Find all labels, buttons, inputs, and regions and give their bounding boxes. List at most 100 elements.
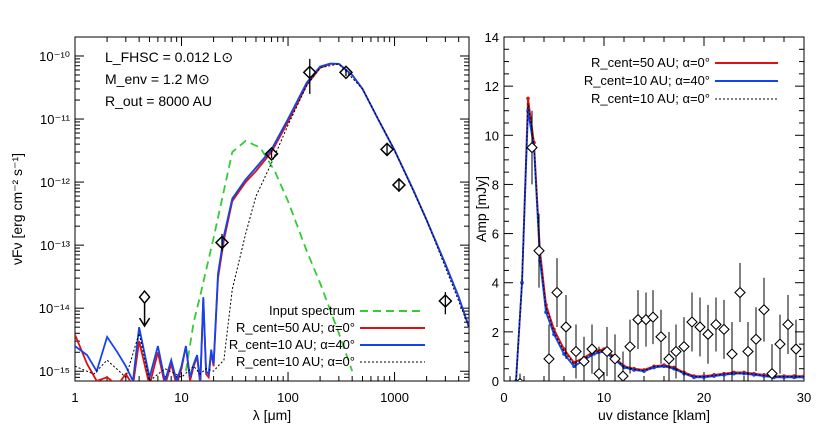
visibility-data-point (617, 370, 629, 381)
visibility-data-point (726, 348, 738, 360)
visibility-y-tick-label: 2 (492, 325, 499, 340)
sed-x-tick-labels: 1 10 100 1000 (71, 390, 409, 405)
visibility-x-tick-label: 0 (500, 390, 507, 405)
sed-legend-label-input: Input spectrum (269, 303, 355, 318)
visibility-series-marker (544, 310, 548, 315)
visibility-y-axis-label: Amp [mJy] (473, 176, 489, 242)
visibility-y-tick-label: 4 (492, 276, 499, 291)
visibility-series-marker (802, 375, 804, 380)
sed-data-point (379, 142, 395, 157)
sed-series-line-3 (75, 63, 469, 381)
visibility-data-point (543, 353, 555, 365)
visibility-y-tick-label: 10 (485, 128, 499, 143)
sed-y-tick-label: 10⁻¹³ (40, 238, 71, 253)
visibility-series-marker (782, 375, 786, 380)
visibility-data-point (593, 367, 605, 380)
visibility-data-point (670, 345, 682, 358)
visibility-data-point (551, 286, 563, 299)
visibility-data-point (710, 318, 722, 331)
sed-y-tick-label: 10⁻¹⁴ (39, 301, 70, 316)
visibility-data-points (509, 110, 802, 381)
sed-y-tick-label: 10⁻¹⁵ (39, 364, 70, 379)
sed-x-tick-label: 100 (277, 390, 299, 405)
sed-data-point (391, 177, 407, 193)
visibility-legend: R_cent=50 AU; α=0° R_cent=10 AU; α=40° R… (584, 55, 778, 106)
visibility-data-point (570, 345, 582, 358)
visibility-series (514, 96, 804, 381)
visibility-series-marker (722, 373, 726, 377)
visibility-data-point (782, 318, 794, 331)
outer-radius-annotation: R_out = 8000 AU (105, 93, 212, 109)
sed-y-tick-labels: 10⁻¹⁵ 10⁻¹⁴ 10⁻¹³ 10⁻¹² 10⁻¹¹ 10⁻¹⁰ (39, 49, 71, 379)
sed-legend-label-red: R_cent=50 AU; α=0° (236, 320, 355, 335)
visibility-data-point (647, 311, 659, 323)
visibility-series-marker (520, 280, 524, 285)
visibility-x-tick-label: 20 (697, 390, 711, 405)
visibility-series-line-2 (515, 103, 804, 381)
sed-upper-limit-arrow-head (138, 317, 151, 328)
visibility-data-point (586, 343, 598, 355)
visibility-series-marker (712, 374, 716, 378)
visibility-data-point (526, 141, 538, 154)
visibility-data-point (718, 323, 730, 336)
envelope-mass-annotation: M_env = 1.2 M⊙ (105, 71, 210, 87)
visibility-legend-label-blue: R_cent=10 AU; α=40° (584, 73, 710, 88)
visibility-data-point (663, 353, 675, 365)
sed-data-point (338, 65, 354, 80)
visibility-legend-label-dotted: R_cent=10 AU; α=0° (591, 91, 710, 106)
visibility-axis-ticks (503, 36, 805, 382)
visibility-data-point (742, 345, 754, 358)
visibility-data-point (790, 343, 802, 355)
sed-legend-label-dotted: R_cent=10 AU; α=0° (236, 354, 355, 369)
sed-panel: 1 10 100 1000 10⁻¹⁵10⁻¹⁴10⁻¹³10⁻¹²10⁻¹¹10⁻¹… (9, 36, 470, 423)
sed-legend: Input spectrum R_cent=50 AU; α=0° R_cent… (229, 303, 425, 369)
visibility-y-tick-labels: 0 2 4 6 8 10 12 14 (485, 30, 499, 389)
visibility-y-tick-label: 6 (492, 227, 499, 242)
visibility-legend-label-red: R_cent=50 AU; α=0° (591, 55, 710, 70)
visibility-data-point (694, 321, 706, 333)
visibility-data-point (624, 340, 636, 353)
visibility-data-point (678, 340, 690, 353)
visibility-x-tick-labels: 0 10 20 30 (500, 390, 811, 405)
sed-y-axis-label: νFν [erg cm⁻² s⁻¹] (9, 153, 25, 265)
visibility-data-point (750, 333, 762, 346)
visibility-y-tick-label: 0 (492, 374, 499, 389)
visibility-series-marker (662, 364, 666, 369)
visibility-y-tick-label: 12 (485, 79, 499, 94)
visibility-data-point (578, 355, 590, 368)
visibility-series-marker (702, 375, 706, 380)
visibility-x-axis-label: uv distance [klam] (598, 407, 710, 423)
sed-x-tick-label: 10 (174, 390, 188, 405)
visibility-data-point (601, 345, 613, 358)
sed-data-point (438, 293, 453, 309)
visibility-series-marker (526, 96, 530, 101)
visibility-series-marker (792, 375, 796, 380)
sed-x-tick-label: 1 (71, 390, 78, 405)
visibility-series-marker (642, 369, 646, 373)
visibility-x-tick-label: 10 (597, 390, 611, 405)
visibility-data-point (560, 321, 572, 333)
sed-y-tick-label: 10⁻¹¹ (40, 112, 71, 127)
sed-series-line-0 (185, 139, 354, 372)
visibility-panel: 0 10 20 30 0 2 4 6 8 10 12 14 uv distance [klam] A… (473, 30, 811, 423)
visibility-y-tick-label: 8 (492, 177, 499, 192)
sed-legend-label-blue: R_cent=10 AU; α=40° (229, 337, 355, 352)
visibility-data-point (734, 286, 746, 299)
visibility-series-marker (632, 368, 636, 372)
visibility-data-point (774, 338, 786, 350)
sed-upper-limit-point (138, 289, 151, 305)
visibility-series-marker (552, 332, 556, 337)
visibility-data-point (766, 367, 778, 380)
sed-series-line-2 (75, 62, 469, 381)
sed-x-axis-label: λ [μm] (253, 407, 291, 423)
visibility-data-point (632, 313, 644, 326)
visibility-data-point (702, 328, 714, 341)
sed-series (75, 62, 469, 381)
sed-axis-ticks (74, 36, 470, 381)
visibility-data-point (533, 244, 545, 257)
sed-y-tick-label: 10⁻¹² (40, 175, 71, 190)
visibility-series-marker (742, 371, 746, 376)
sed-data-point (264, 146, 279, 161)
sed-y-tick-label: 10⁻¹⁰ (39, 49, 70, 64)
